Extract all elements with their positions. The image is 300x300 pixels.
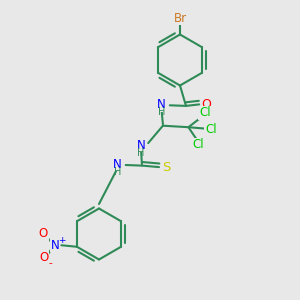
Text: H: H: [158, 107, 165, 117]
Text: O: O: [39, 227, 48, 240]
Text: N: N: [51, 239, 60, 252]
Text: O: O: [201, 98, 211, 111]
Text: Cl: Cl: [205, 123, 217, 136]
Text: S: S: [163, 160, 171, 174]
Text: +: +: [58, 236, 66, 245]
Text: Cl: Cl: [199, 106, 211, 119]
Text: Br: Br: [173, 11, 187, 25]
Text: H: H: [114, 167, 121, 177]
Text: N: N: [113, 158, 122, 171]
Text: -: -: [49, 258, 52, 268]
Text: H: H: [137, 148, 145, 158]
Text: N: N: [157, 98, 166, 111]
Text: N: N: [136, 139, 146, 152]
Text: O: O: [39, 251, 49, 264]
Text: Cl: Cl: [192, 138, 204, 151]
